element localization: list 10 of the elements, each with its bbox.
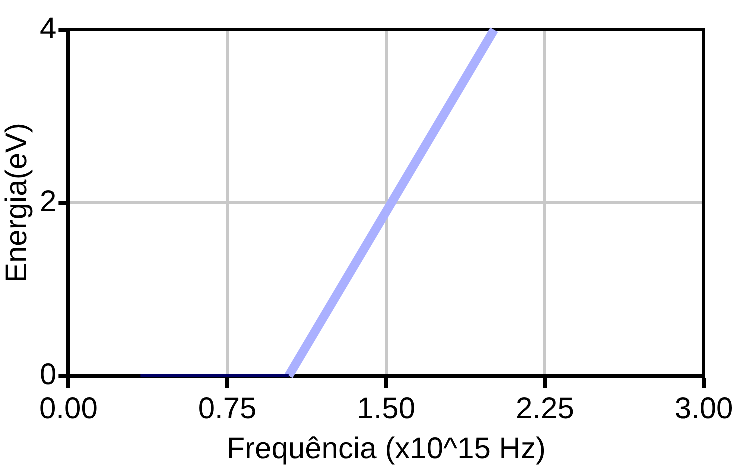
x-tick-label: 0.00 (39, 392, 98, 426)
x-tick-label: 1.50 (357, 392, 416, 426)
x-axis-title: Frequência (x10^15 Hz) (226, 432, 546, 466)
x-tick-label: 0.75 (198, 392, 257, 426)
y-tick-label: 0 (40, 358, 57, 392)
y-tick-label: 2 (40, 185, 57, 218)
y-axis-title: Energia(eV) (0, 122, 34, 284)
y-tick-label: 4 (40, 12, 57, 46)
x-tick-label: 3.00 (674, 392, 734, 426)
x-tick-label: 2.25 (516, 392, 574, 426)
